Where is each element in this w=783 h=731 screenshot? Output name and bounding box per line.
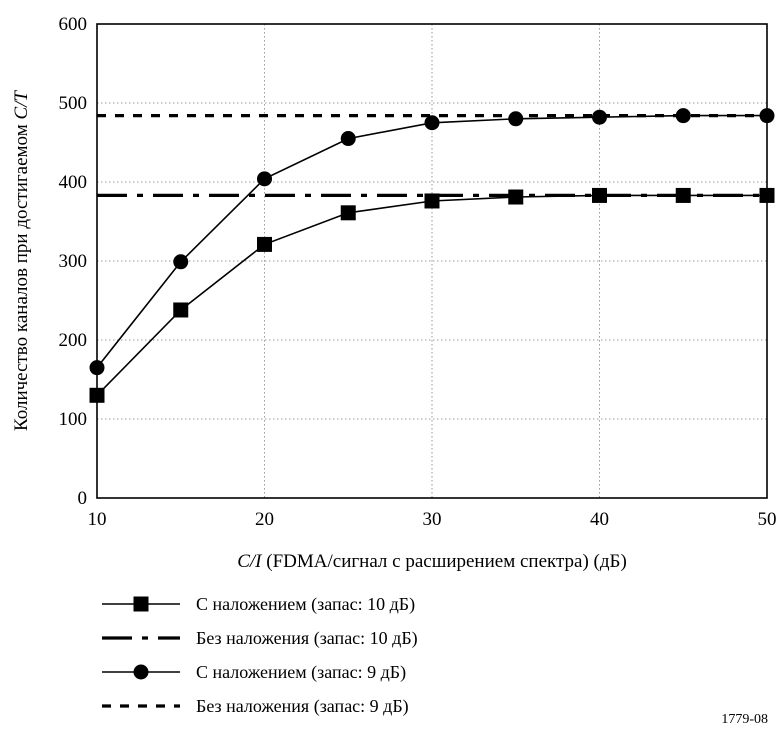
y-tick-label: 0 (78, 488, 88, 509)
legend: С наложением (запас: 10 дБ) Без наложения… (102, 594, 418, 717)
data-point-circle (340, 131, 356, 147)
x-tick-label: 30 (423, 509, 442, 530)
y-tick-label: 200 (59, 330, 88, 351)
legend-marker-square (133, 596, 149, 612)
x-tick-label: 40 (590, 509, 609, 530)
data-point-square (257, 236, 272, 252)
data-point-circle (257, 171, 272, 187)
data-point-circle (508, 111, 524, 127)
data-point-square (675, 187, 691, 203)
x-axis-label-symbol: C/I (237, 551, 263, 572)
legend-marker-circle (133, 664, 149, 680)
legend-label: Без наложения (запас: 10 дБ) (196, 628, 418, 649)
data-point-circle (592, 109, 607, 125)
grid-lines (97, 24, 767, 498)
x-axis-label-text: (FDMA/сигнал с расширением спектра) (дБ) (262, 551, 627, 572)
x-tick-label: 20 (255, 509, 274, 530)
y-axis-label-text: Количество каналов при достигаемом (11, 120, 32, 432)
y-axis-label: Количество каналов при достигаемом C/T (11, 90, 32, 431)
plot-frame (96, 23, 768, 499)
data-point-square (508, 189, 524, 205)
y-tick-label: 400 (59, 172, 88, 193)
y-tick-label: 300 (59, 251, 88, 272)
data-point-square (424, 193, 440, 209)
y-tick-label: 500 (59, 93, 88, 114)
series-markers (89, 108, 775, 403)
y-tick-label: 100 (59, 409, 88, 430)
data-point-square (173, 302, 189, 318)
y-axis-label-symbol: C/T (11, 90, 32, 120)
data-point-square (592, 187, 607, 203)
legend-label: С наложением (запас: 10 дБ) (196, 594, 415, 615)
x-tick-label: 50 (758, 509, 777, 530)
x-tick-label: 10 (88, 509, 107, 530)
legend-label: С наложением (запас: 9 дБ) (196, 662, 406, 683)
data-point-square (340, 205, 356, 221)
data-point-circle (424, 115, 440, 131)
figure-id: 1779-08 (721, 712, 768, 727)
legend-label: Без наложения (запас: 9 дБ) (196, 696, 409, 717)
x-axis-label: C/I (FDMA/сигнал с расширением спектра) … (237, 551, 627, 572)
y-tick-label: 600 (59, 14, 88, 35)
data-point-circle (675, 108, 691, 124)
data-point-circle (173, 254, 189, 270)
